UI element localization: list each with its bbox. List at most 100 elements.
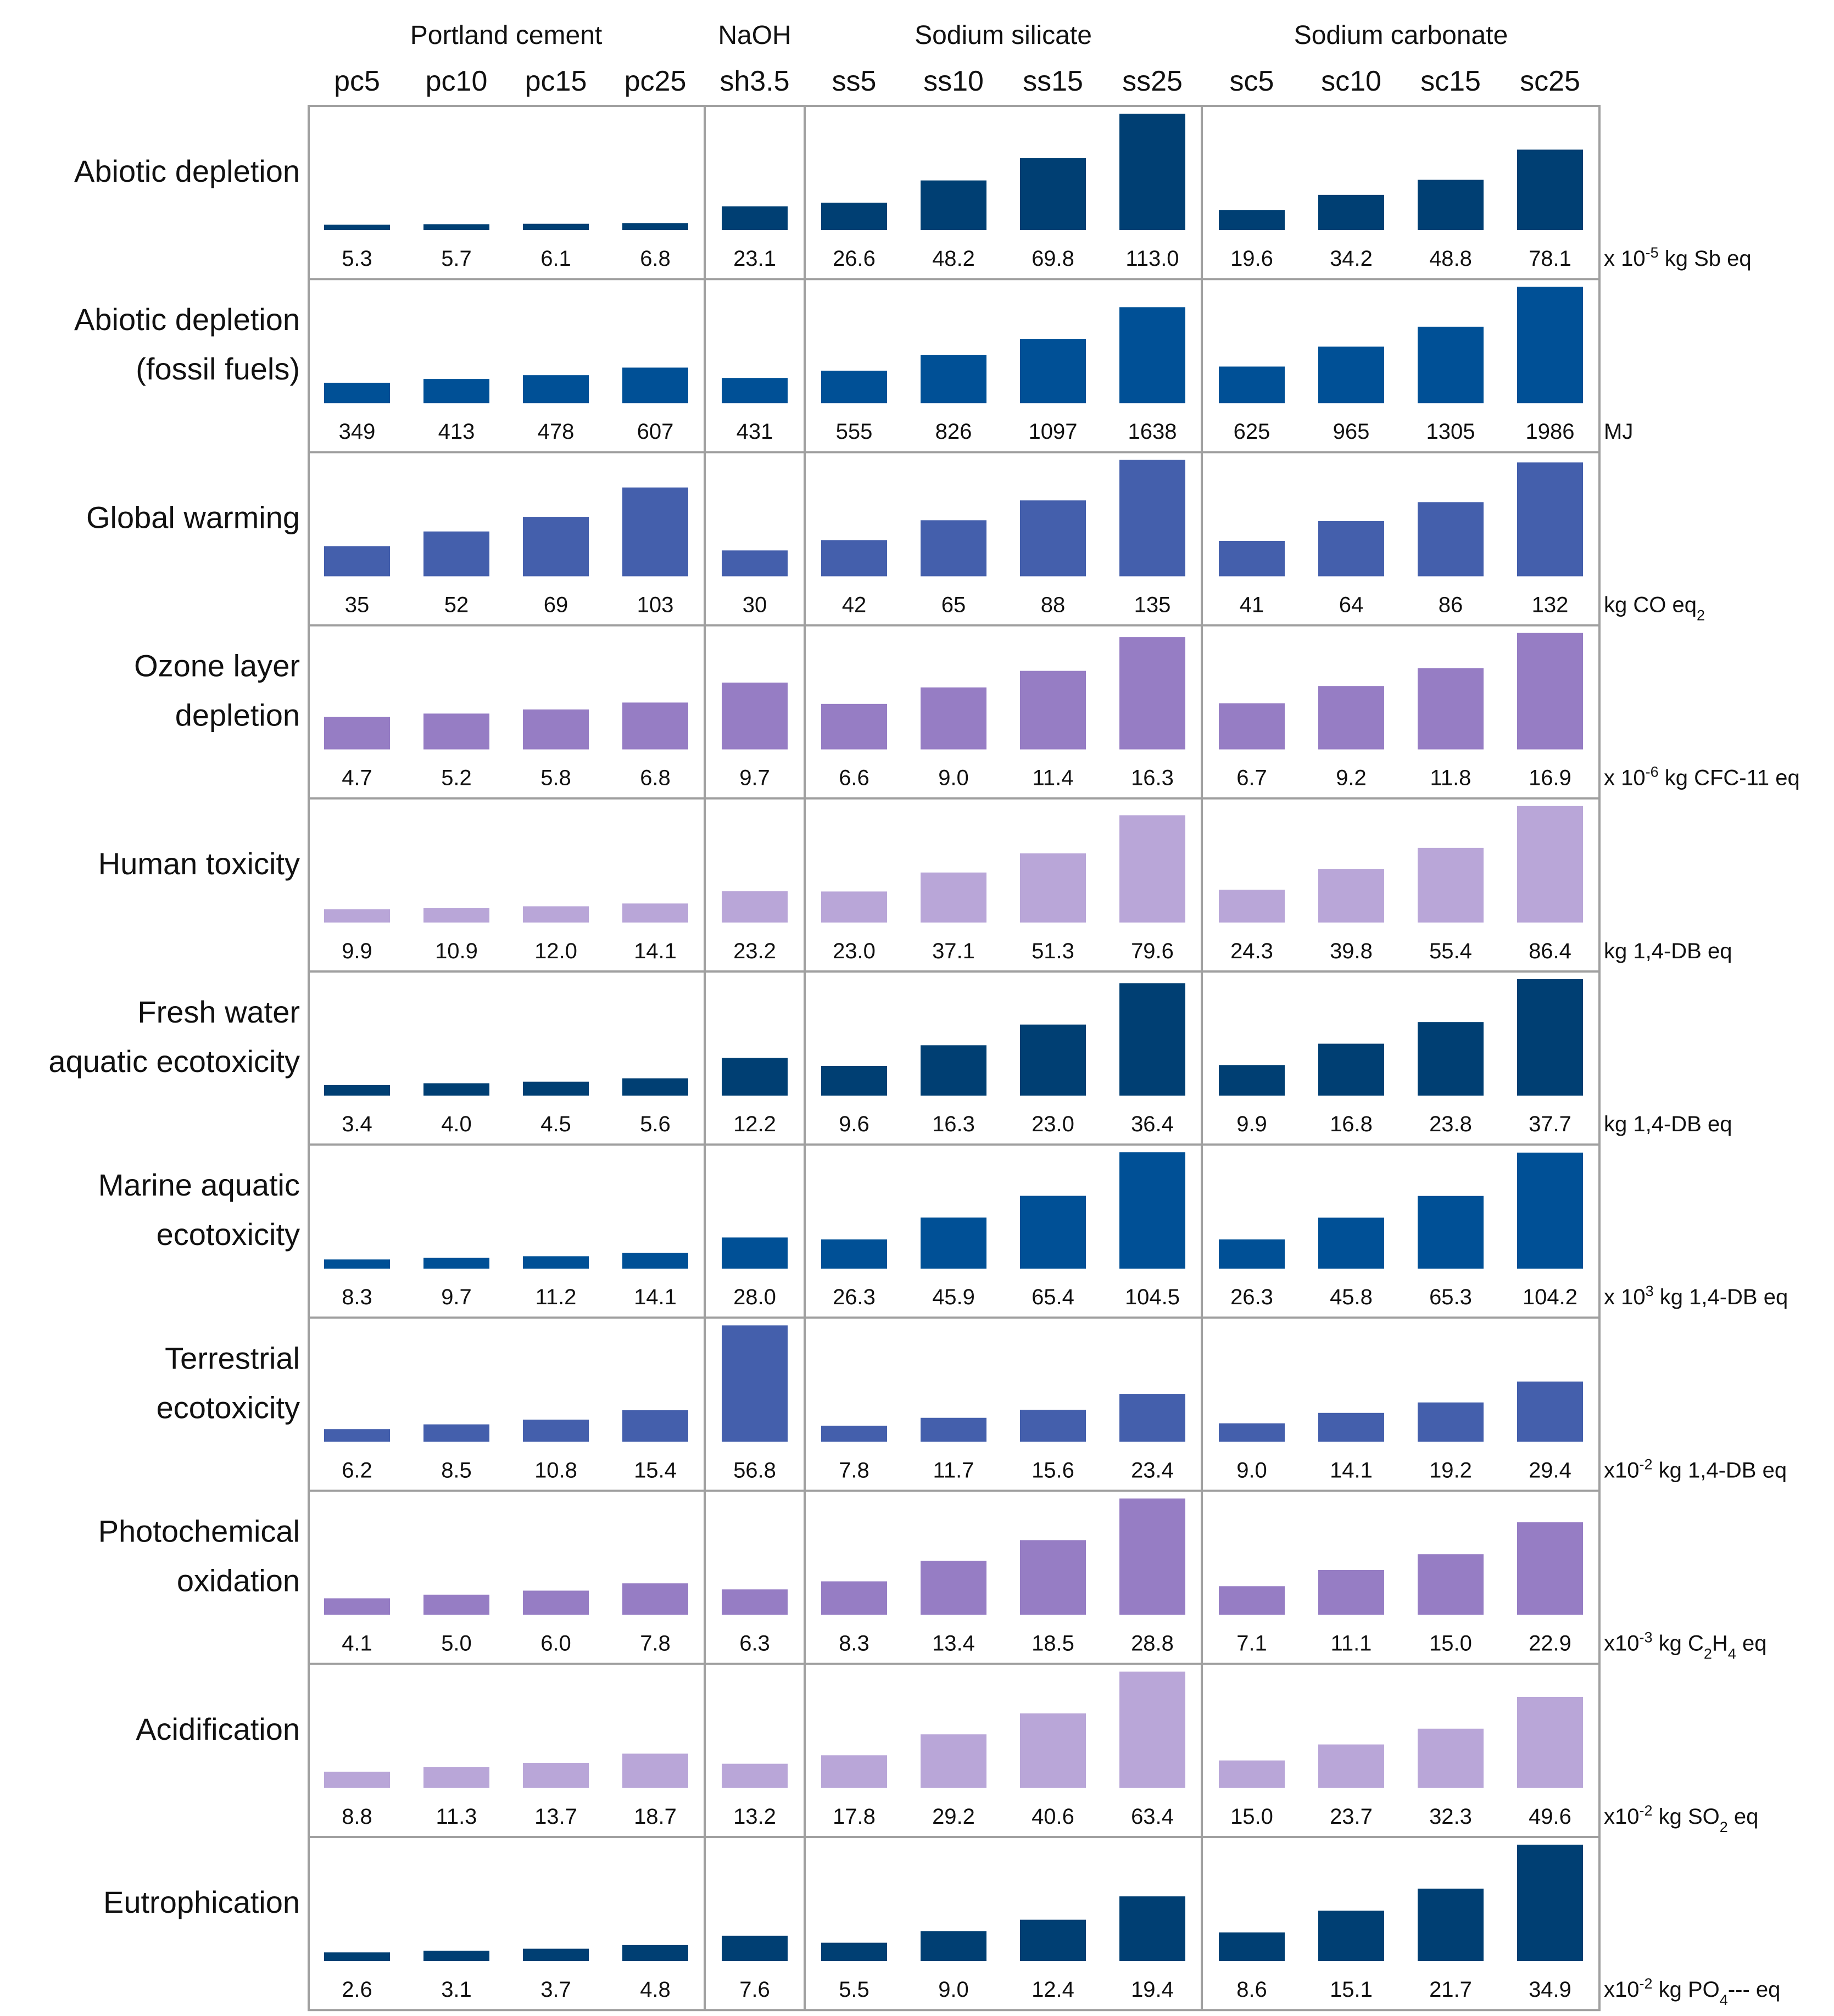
bar — [324, 1772, 390, 1788]
value-label: 34.9 — [1529, 1978, 1571, 2002]
value-label: 11.3 — [436, 1805, 477, 1829]
value-label: 7.6 — [739, 1978, 770, 2002]
bar — [1517, 149, 1583, 230]
bar — [423, 224, 489, 230]
value-label: 15.0 — [1429, 1632, 1472, 1656]
value-label: 29.2 — [932, 1805, 975, 1829]
value-label: 88 — [1041, 593, 1066, 617]
value-label: 51.3 — [1032, 939, 1074, 963]
bar — [1418, 326, 1484, 404]
value-label: 9.0 — [938, 766, 969, 790]
unit-label: x10-2 kg SO2 eq — [1604, 1802, 1758, 1835]
value-label: 18.5 — [1032, 1632, 1074, 1656]
value-label: 14.1 — [634, 1285, 677, 1309]
value-label: 478 — [538, 420, 575, 444]
bar — [523, 224, 589, 230]
bar — [622, 1410, 688, 1442]
value-label: 37.7 — [1529, 1112, 1571, 1136]
bar — [821, 203, 887, 230]
value-label: 63.4 — [1131, 1805, 1174, 1829]
bar — [921, 872, 986, 923]
impact-category-name: Abiotic depletion — [74, 302, 300, 337]
value-label: 55.4 — [1429, 939, 1472, 963]
bar — [1020, 500, 1086, 577]
impact-panel: Acidification 8.8 11.3 13.7 18.7 13.2 17.8 29.2… — [136, 1671, 1758, 1835]
value-label: 6.6 — [839, 766, 869, 790]
bar — [821, 703, 887, 750]
bar — [1318, 1911, 1384, 1961]
value-label: 23.7 — [1330, 1805, 1373, 1829]
value-label: 2.6 — [342, 1978, 372, 2002]
bar — [821, 1239, 887, 1269]
bar — [722, 1589, 788, 1615]
bar — [622, 903, 688, 923]
value-label: 12.0 — [534, 939, 577, 963]
bar — [1119, 114, 1185, 230]
value-label: 4.7 — [342, 766, 372, 790]
value-label: 15.6 — [1032, 1458, 1074, 1482]
value-label: 52 — [444, 593, 469, 617]
unit-label: kg 1,4-DB eq — [1604, 939, 1732, 963]
value-label: 16.8 — [1330, 1112, 1373, 1136]
value-label: 5.6 — [640, 1112, 671, 1136]
bar — [1418, 1022, 1484, 1096]
bar — [821, 1581, 887, 1615]
value-label: 26.3 — [1230, 1285, 1273, 1309]
value-label: 7.8 — [640, 1632, 671, 1656]
value-label: 19.2 — [1429, 1458, 1472, 1482]
impact-category-name: depletion — [175, 698, 300, 733]
bar — [324, 382, 390, 404]
bar — [1418, 180, 1484, 230]
value-label: 12.4 — [1032, 1978, 1074, 2002]
value-label: 48.2 — [932, 247, 975, 271]
bar — [423, 1258, 489, 1269]
value-label: 19.6 — [1230, 247, 1273, 271]
value-label: 34.2 — [1330, 247, 1373, 271]
bar — [1119, 1394, 1185, 1442]
value-label: 19.4 — [1131, 1978, 1174, 2002]
impact-category-name: Acidification — [136, 1712, 300, 1746]
value-label: 965 — [1333, 420, 1370, 444]
unit-label: x 10-5 kg Sb eq — [1604, 244, 1752, 271]
bar — [523, 1081, 589, 1096]
value-label: 113.0 — [1125, 247, 1179, 271]
bar — [921, 180, 986, 230]
bar — [622, 1583, 688, 1615]
bar — [1418, 1402, 1484, 1442]
bar — [423, 1951, 489, 1961]
value-label: 9.0 — [1236, 1458, 1267, 1482]
bar — [1517, 1522, 1583, 1615]
bar — [921, 355, 986, 404]
bar — [1020, 1713, 1086, 1788]
bar — [1219, 890, 1285, 923]
value-label: 36.4 — [1131, 1112, 1174, 1136]
value-label: 23.4 — [1131, 1458, 1174, 1482]
value-label: 9.9 — [1236, 1112, 1267, 1136]
value-label: 11.7 — [933, 1458, 974, 1482]
value-label: 39.8 — [1330, 939, 1373, 963]
value-label: 4.8 — [640, 1978, 671, 2002]
bar — [324, 1429, 390, 1442]
value-label: 14.1 — [1330, 1458, 1373, 1482]
unit-label: x10-2 kg PO4--- eq — [1604, 1975, 1780, 2008]
value-label: 132 — [1532, 593, 1569, 617]
value-label: 11.1 — [1331, 1632, 1372, 1656]
bar — [821, 370, 887, 404]
bar — [523, 517, 589, 577]
value-label: 16.9 — [1529, 766, 1571, 790]
value-label: 24.3 — [1230, 939, 1273, 963]
bar — [1219, 1586, 1285, 1615]
value-label: 23.0 — [1032, 1112, 1074, 1136]
bar — [1517, 1696, 1583, 1788]
value-label: 5.7 — [441, 247, 472, 271]
value-label: 45.8 — [1330, 1285, 1373, 1309]
value-label: 13.7 — [534, 1805, 577, 1829]
impact-panel: Global warming 35 52 69 103 30 42 65 88 135 41 64 86… — [86, 460, 1705, 623]
value-label: 1305 — [1426, 420, 1475, 444]
value-label: 5.5 — [839, 1978, 869, 2002]
value-label: 8.3 — [342, 1285, 372, 1309]
category-label: sh3.5 — [720, 65, 789, 97]
group-header: NaOH — [718, 21, 791, 50]
value-label: 607 — [637, 420, 674, 444]
bar — [1517, 462, 1583, 577]
